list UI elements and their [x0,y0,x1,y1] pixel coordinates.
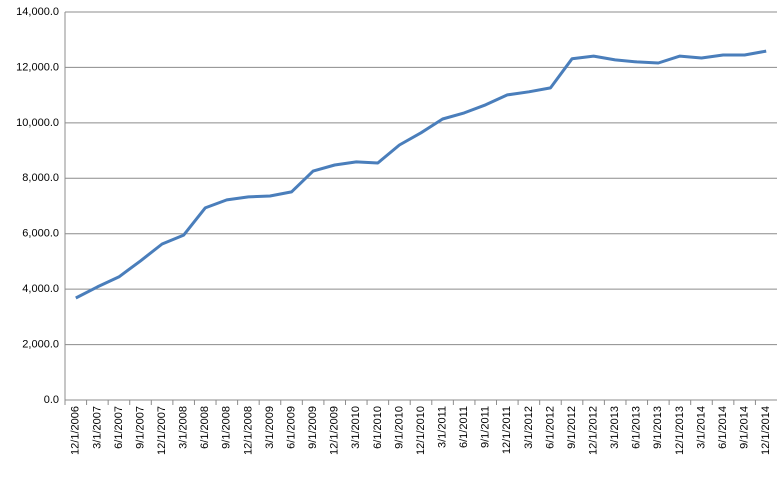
x-tick-label: 3/1/2009 [264,406,276,449]
x-tick-label: 6/1/2013 [631,406,643,449]
x-tick-label: 9/1/2008 [221,406,233,449]
y-tick-label: 0.0 [44,394,59,406]
x-tick-label: 3/1/2013 [609,406,621,449]
y-tick-label: 14,000.0 [16,6,59,18]
x-tick-label: 9/1/2012 [566,406,578,449]
x-tick-label: 9/1/2010 [393,406,405,449]
data-line [75,49,767,300]
x-tick-label: 3/1/2010 [350,406,362,449]
x-tick-label: 9/1/2013 [652,406,664,449]
y-tick-label: 12,000.0 [16,61,59,73]
x-tick-label: 6/1/2009 [285,406,297,449]
x-tick-label: 9/1/2007 [134,406,146,449]
x-tick-label: 9/1/2011 [480,406,492,448]
x-tick-label: 12/1/2014 [760,406,772,455]
y-tick-label: 10,000.0 [16,117,59,129]
x-tick-label: 6/1/2010 [372,406,384,449]
x-tick-label: 6/1/2007 [113,406,125,449]
x-tick-label: 12/1/2012 [588,406,600,455]
x-tick-label: 12/1/2008 [242,406,254,455]
x-tick-label: 12/1/2011 [501,406,513,454]
x-tick-label: 12/1/2010 [415,406,427,455]
x-tick-label: 3/1/2014 [695,406,707,449]
x-tick-label: 3/1/2012 [523,406,535,449]
x-tick-label: 12/1/2013 [674,406,686,455]
x-tick-label: 9/1/2009 [307,406,319,449]
x-tick-label: 3/1/2008 [178,406,190,449]
x-tick-label: 6/1/2014 [717,406,729,449]
y-tick-label: 2,000.0 [22,338,59,350]
x-tick-label: 3/1/2011 [436,406,448,448]
y-tick-label: 4,000.0 [22,283,59,295]
x-tick-label: 3/1/2007 [91,406,103,449]
x-tick-label: 12/1/2009 [329,406,341,455]
x-tick-label: 12/1/2007 [156,406,168,455]
x-tick-label: 6/1/2012 [544,406,556,449]
x-tick-label: 9/1/2014 [739,406,751,449]
y-tick-label: 6,000.0 [22,228,59,240]
x-tick-label: 12/1/2006 [70,406,82,455]
x-tick-label: 6/1/2011 [458,406,470,448]
y-tick-label: 8,000.0 [22,172,59,184]
x-tick-label: 6/1/2008 [199,406,211,449]
